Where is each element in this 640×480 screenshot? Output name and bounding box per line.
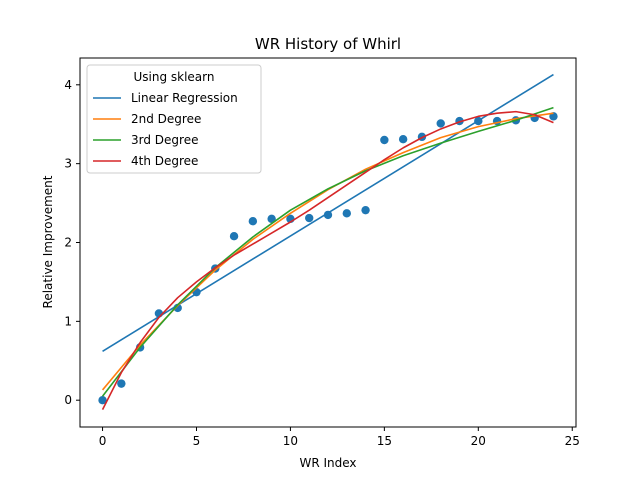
x-tick-label: 25 xyxy=(565,434,580,448)
legend: Using sklearn Linear Regression 2nd Degre… xyxy=(86,64,262,174)
data-point xyxy=(98,395,107,405)
legend-entries: Linear Regression 2nd Degree 3rd Degree 4th… xyxy=(93,91,238,168)
y-tick-label: 0 xyxy=(64,393,72,407)
data-point xyxy=(436,119,445,128)
x-tick-label: 0 xyxy=(99,434,107,448)
data-point xyxy=(398,135,408,144)
y-tick-label: 2 xyxy=(64,236,72,250)
data-point xyxy=(342,209,351,218)
data-point xyxy=(229,231,239,241)
y-tick-label: 3 xyxy=(64,157,72,171)
legend-label: Linear Regression xyxy=(131,91,238,105)
data-point xyxy=(305,213,314,223)
x-tick-label: 10 xyxy=(283,434,298,448)
x-tick-label: 5 xyxy=(193,434,201,448)
y-axis-ticks: 0 1 2 3 4 xyxy=(64,78,80,407)
legend-label: 4th Degree xyxy=(131,154,198,168)
y-axis-label: Relative Improvement xyxy=(41,175,55,308)
x-tick-label: 20 xyxy=(471,434,486,448)
series-line-4th-degree xyxy=(101,110,554,411)
chart-title: WR History of Whirl xyxy=(255,35,401,53)
data-point xyxy=(267,214,276,224)
y-tick-label: 4 xyxy=(64,78,72,92)
legend-label: 2nd Degree xyxy=(131,112,201,126)
x-axis-label: WR Index xyxy=(299,456,356,470)
legend-label: 3rd Degree xyxy=(131,133,198,147)
data-point xyxy=(323,210,333,220)
legend-title: Using sklearn xyxy=(133,70,214,84)
data-point xyxy=(117,379,126,388)
data-point xyxy=(380,135,389,145)
data-point xyxy=(361,205,370,215)
x-axis-ticks: 0 5 10 15 20 25 xyxy=(99,427,580,448)
legend-box xyxy=(86,64,262,174)
x-tick-label: 15 xyxy=(377,434,392,448)
y-tick-label: 1 xyxy=(64,314,72,328)
series-line-3rd-degree xyxy=(101,106,554,397)
plot-area xyxy=(98,73,558,411)
data-point xyxy=(248,217,258,226)
